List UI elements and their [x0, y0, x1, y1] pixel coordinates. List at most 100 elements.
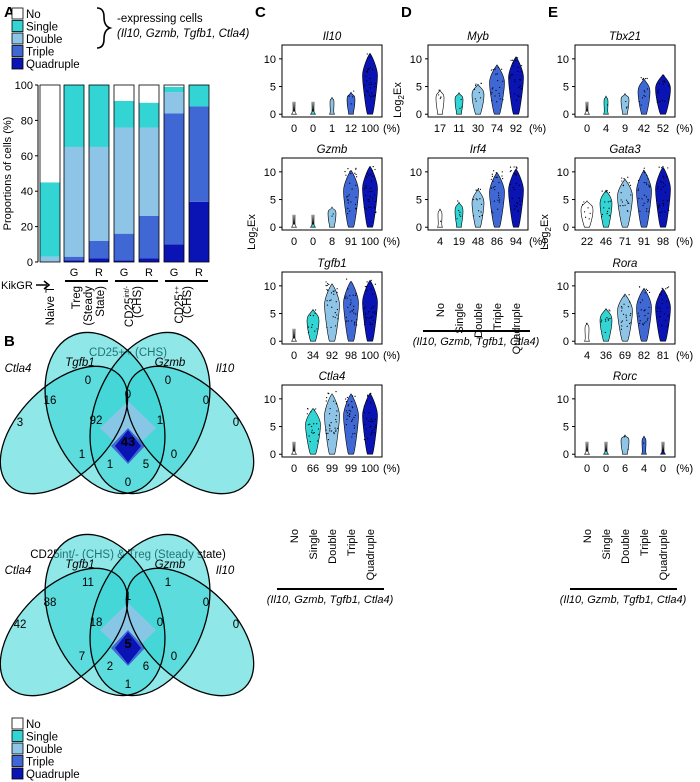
violin-point [366, 289, 368, 291]
y-tick-label: 10 [410, 167, 422, 179]
violin-point [369, 402, 372, 404]
violin-point [625, 199, 628, 201]
legend-label-quadruple: Quadruple [26, 769, 80, 781]
violin-point [438, 94, 440, 96]
violin-point [637, 189, 639, 192]
pct-label: 99 [345, 463, 357, 475]
violin-point [659, 212, 661, 214]
venn-region-ti: 0 [171, 449, 177, 461]
violin-point [517, 70, 519, 72]
venn-region-ctgi: 5 [124, 636, 131, 651]
violin-point [628, 323, 631, 325]
violin-point [639, 322, 641, 325]
violin-point [367, 91, 369, 93]
violin-point [480, 211, 482, 213]
kikgr-label-r: R [195, 267, 203, 279]
venn-region-cti: 2 [107, 661, 113, 673]
violin-point [498, 181, 500, 184]
violin-point [476, 199, 478, 201]
violin-point [317, 434, 320, 436]
violin-point [363, 405, 365, 407]
legend-label-triple: Triple [26, 47, 54, 59]
violin-point [368, 174, 370, 177]
bar-segment-quadruple [164, 244, 184, 262]
y-tick-label: 5 [563, 309, 569, 321]
bar-segment-single [139, 102, 159, 128]
violin-point [657, 186, 659, 188]
violin-point [620, 306, 623, 308]
violin-point [311, 326, 313, 328]
violin-point [350, 201, 352, 203]
violin-point [371, 432, 373, 434]
violin-point [497, 199, 499, 201]
violin-point [370, 279, 372, 281]
violin-point [352, 294, 354, 296]
violin-point [364, 84, 366, 86]
violin-point [645, 182, 647, 184]
venn-region-c: 42 [14, 619, 27, 631]
violin-point [626, 210, 629, 212]
violin-no [290, 101, 298, 115]
pct-label: 0 [310, 236, 316, 248]
violin-point [354, 203, 357, 205]
venn-region-ctg: 18 [90, 617, 103, 629]
violin-point [308, 435, 310, 437]
violin-point [512, 62, 514, 64]
violin-point [499, 199, 501, 201]
pct-label: 86 [491, 236, 503, 248]
group-label-line: (CHS) [182, 286, 194, 318]
violin-point [664, 319, 667, 321]
violin-point [365, 319, 367, 321]
violin-point [311, 429, 313, 431]
y-axis-label-text: Log [392, 99, 404, 117]
plot-frame [427, 157, 529, 231]
violin-point [509, 75, 511, 77]
violin-point [645, 196, 648, 198]
plot-frame [574, 157, 676, 231]
venn-region-ct: 16 [44, 395, 57, 407]
violin-point [493, 170, 495, 172]
violin-point [345, 401, 348, 403]
violin-point [374, 201, 376, 203]
venn-region-c: 3 [17, 417, 23, 429]
pct-label: 6 [622, 463, 628, 475]
violin-point [660, 294, 662, 296]
violin-point [347, 207, 349, 209]
violin-point [355, 173, 357, 176]
violin-point [364, 94, 366, 96]
violin-point [666, 326, 668, 328]
bar-segment-quadruple [64, 260, 84, 262]
violin-point [512, 59, 514, 61]
violin-point [456, 218, 458, 220]
group-label-line: Naive T [45, 286, 57, 325]
y-tick-label: 10 [264, 54, 276, 66]
violin-point [350, 302, 352, 304]
violin-point [493, 200, 496, 202]
venn-region-ctg: 92 [90, 415, 103, 427]
violin-point [349, 304, 351, 306]
violin-point [354, 321, 356, 323]
violin-point [512, 187, 514, 189]
violin-point [374, 426, 376, 428]
violin-point [345, 316, 347, 318]
violin-point [644, 91, 646, 93]
y-axis-label: Proportions of cells (%) [2, 117, 14, 231]
violin-point [490, 187, 493, 189]
pct-label: 52 [657, 123, 669, 135]
violin-point [480, 82, 482, 84]
violin-point [515, 99, 518, 102]
violin-point [328, 424, 331, 426]
pct-label: 100 [361, 236, 379, 248]
violin-point [347, 195, 349, 197]
pct-label: 48 [472, 236, 484, 248]
violin-point [518, 197, 520, 199]
pct-label: 74 [491, 123, 503, 135]
violin-point [331, 430, 333, 432]
violin-point [371, 197, 374, 199]
bar-segment-quadruple [114, 260, 134, 262]
bar-segment-no [164, 85, 184, 87]
plot-frame [281, 384, 383, 458]
bar-segment-quadruple [189, 201, 209, 262]
y-tick-label: 0 [563, 222, 569, 234]
